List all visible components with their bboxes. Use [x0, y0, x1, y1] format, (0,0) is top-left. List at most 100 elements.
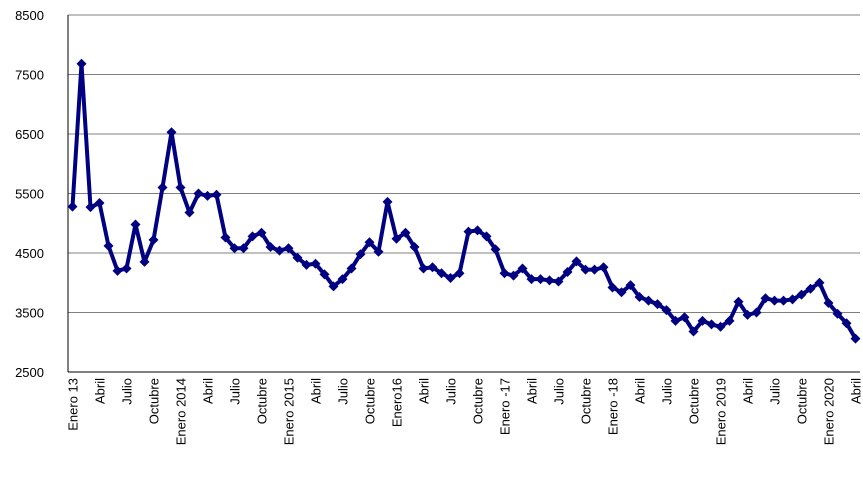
data-point-marker	[607, 282, 618, 293]
x-tick-label: Enero -17	[498, 378, 513, 435]
data-point-marker	[463, 226, 474, 237]
data-point-marker	[715, 321, 726, 332]
x-tick-label: Abril	[417, 378, 432, 404]
data-point-marker	[472, 225, 483, 236]
x-tick-label: Octubre	[795, 378, 810, 424]
data-point-marker	[643, 295, 654, 306]
data-point-marker	[544, 275, 555, 286]
data-point-marker	[292, 252, 303, 263]
data-point-marker	[589, 264, 600, 275]
x-tick-label: Abril	[93, 378, 108, 404]
x-tick-label: Octubre	[687, 378, 702, 424]
data-point-marker	[409, 242, 420, 253]
data-point-marker	[193, 188, 204, 199]
data-point-marker	[229, 243, 240, 254]
data-point-marker	[346, 263, 357, 274]
data-point-marker	[427, 262, 438, 273]
y-tick-label: 4500	[15, 246, 44, 261]
x-tick-label: Enero 2015	[282, 378, 297, 445]
data-point-marker	[517, 263, 528, 274]
x-tick-label: Enero -18	[606, 378, 621, 435]
data-point-marker	[841, 318, 852, 329]
data-point-marker	[805, 283, 816, 294]
data-point-marker	[148, 234, 159, 245]
data-points	[67, 58, 861, 344]
data-point-marker	[202, 190, 213, 201]
data-point-marker	[175, 182, 186, 193]
data-point-marker	[796, 289, 807, 300]
x-tick-label: Julio	[120, 378, 135, 405]
data-point-marker	[112, 265, 123, 276]
data-point-marker	[706, 319, 717, 330]
x-tick-label: Julio	[552, 378, 567, 405]
data-point-marker	[247, 231, 258, 242]
data-point-marker	[535, 274, 546, 285]
data-point-marker	[571, 256, 582, 267]
data-point-marker	[751, 307, 762, 318]
x-tick-label: Enero 13	[66, 378, 81, 431]
y-tick-label: 5500	[15, 187, 44, 202]
x-tick-label: Julio	[228, 378, 243, 405]
x-tick-label: Octubre	[147, 378, 162, 424]
data-point-marker	[814, 277, 825, 288]
data-point-marker	[634, 292, 645, 303]
data-point-marker	[94, 198, 105, 209]
y-tick-label: 3500	[15, 306, 44, 321]
x-tick-label: Abril	[741, 378, 756, 404]
data-point-marker	[598, 262, 609, 273]
data-point-marker	[400, 227, 411, 238]
x-tick-label: Enero 2020	[822, 378, 837, 445]
data-point-marker	[103, 240, 114, 251]
data-point-marker	[787, 294, 798, 305]
data-point-marker	[688, 326, 699, 337]
x-tick-label: Enero 2019	[714, 378, 729, 445]
data-point-marker	[283, 243, 294, 254]
data-point-marker	[850, 333, 861, 344]
data-point-marker	[301, 259, 312, 270]
data-point-marker	[355, 249, 366, 260]
x-tick-label: Octubre	[579, 378, 594, 424]
data-point-marker	[220, 232, 231, 243]
data-point-marker	[319, 269, 330, 280]
data-point-marker	[481, 231, 492, 242]
x-tick-label: Octubre	[363, 378, 378, 424]
series-line	[70, 61, 858, 340]
data-point-marker	[418, 263, 429, 274]
data-point-marker	[121, 263, 132, 274]
x-tick-label: Octubre	[255, 378, 270, 424]
data-point-marker	[769, 295, 780, 306]
data-point-marker	[526, 274, 537, 285]
data-point-marker	[184, 207, 195, 218]
x-axis-tick-labels: Enero 13 Abril Julio Octubre Enero 2014 Abril…	[66, 378, 863, 445]
data-point-marker	[499, 268, 510, 279]
data-point-marker	[67, 201, 78, 212]
gridlines	[68, 14, 860, 313]
data-point-marker	[274, 245, 285, 256]
data-point-marker	[661, 305, 672, 316]
x-tick-label: Julio	[444, 378, 459, 405]
data-point-marker	[382, 196, 393, 207]
x-tick-label: Octubre	[471, 378, 486, 424]
data-point-marker	[139, 256, 150, 267]
data-point-marker	[85, 202, 96, 213]
data-point-marker	[778, 295, 789, 306]
data-point-marker	[616, 287, 627, 298]
x-tick-label: Abril	[525, 378, 540, 404]
data-point-marker	[832, 308, 843, 319]
y-tick-label: 2500	[15, 365, 44, 380]
data-point-marker	[211, 189, 222, 200]
data-point-marker	[553, 276, 564, 287]
data-point-marker	[310, 258, 321, 269]
data-point-marker	[580, 264, 591, 275]
data-point-marker	[76, 58, 87, 69]
y-tick-label: 6500	[15, 127, 44, 142]
x-tick-label: Abril	[201, 378, 216, 404]
data-point-marker	[679, 312, 690, 323]
data-point-marker	[454, 268, 465, 279]
x-tick-label: Abril	[849, 378, 863, 404]
data-point-marker	[337, 274, 348, 285]
data-point-marker	[697, 315, 708, 326]
data-point-marker	[490, 244, 501, 255]
data-point-marker	[742, 309, 753, 320]
